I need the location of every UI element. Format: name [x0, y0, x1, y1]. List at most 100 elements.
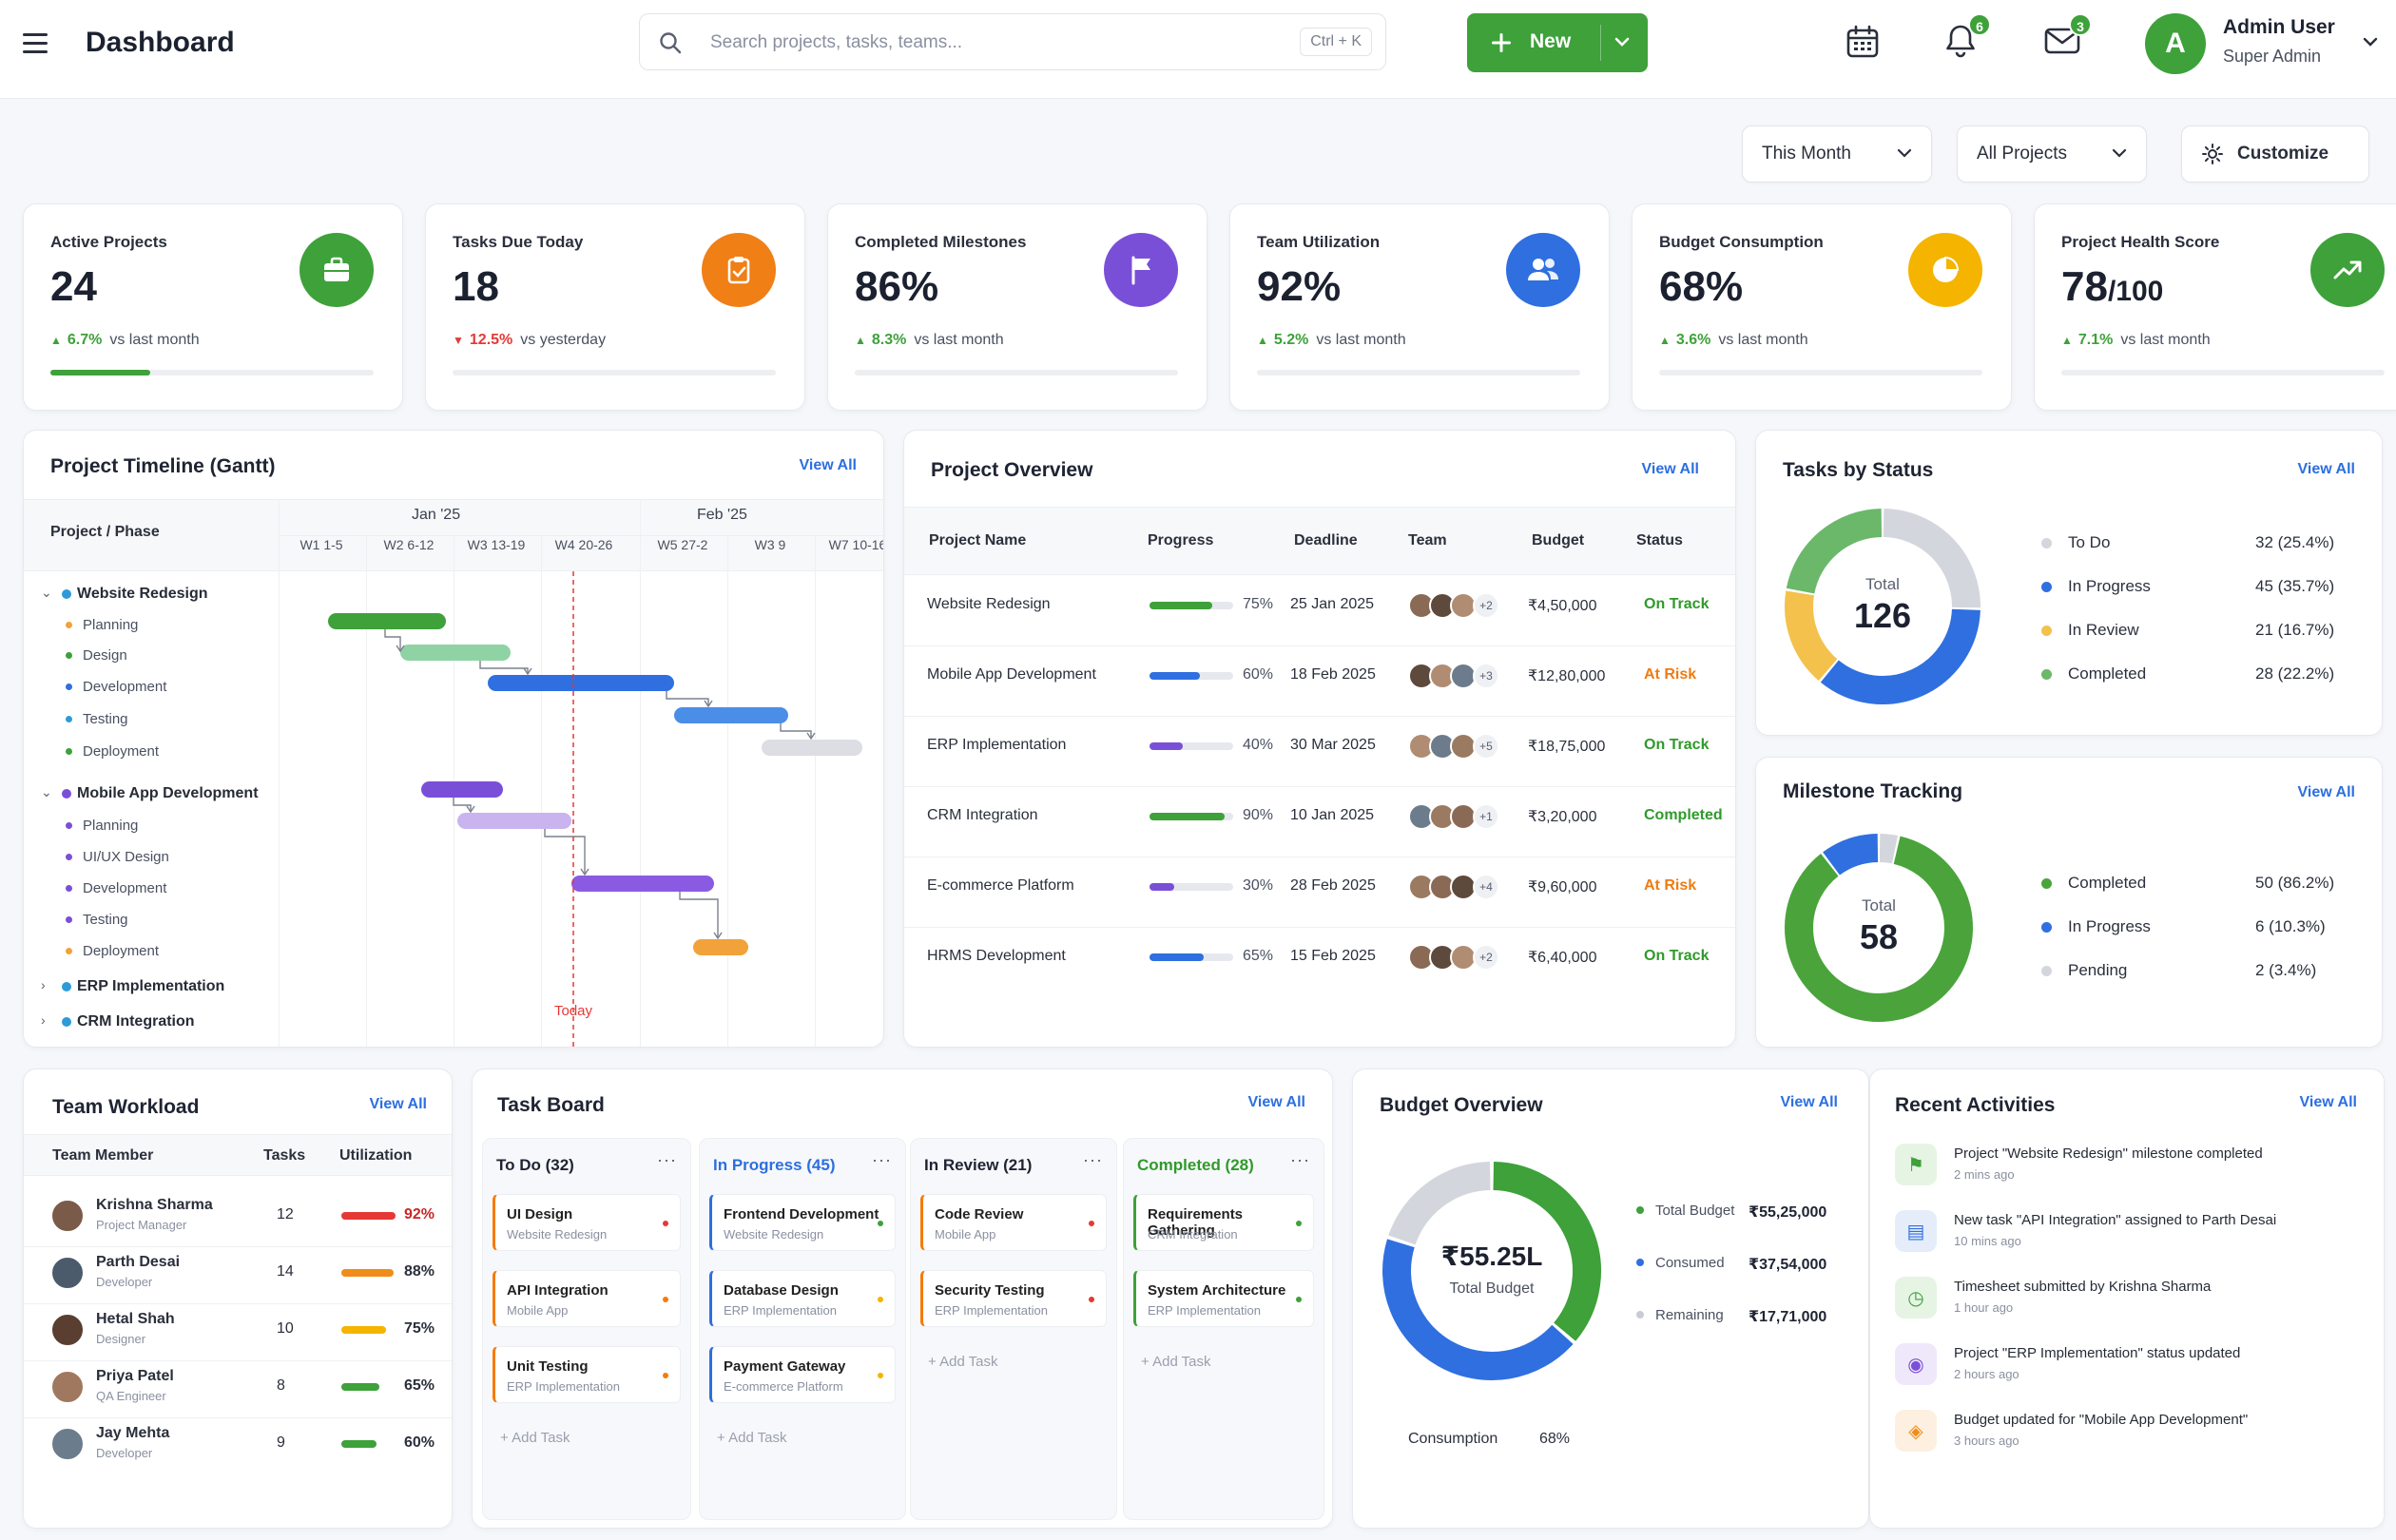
utilization-label: 65% — [404, 1377, 435, 1395]
activity-text[interactable]: Timesheet submitted by Krishna Sharma — [1954, 1279, 2211, 1295]
task-card[interactable]: Security Testing ERP Implementation — [920, 1270, 1107, 1327]
add-task-button[interactable]: + Add Task — [717, 1430, 787, 1446]
task-column-title[interactable]: To Do (32) — [496, 1156, 574, 1175]
search-input[interactable]: Search projects, tasks, teams... — [710, 32, 962, 53]
priority-dot — [1089, 1221, 1094, 1226]
kpi-card[interactable]: Project Health Score 78/100 ▲ 7.1% vs last m… — [2034, 203, 2396, 411]
project-name[interactable]: CRM Integration — [927, 807, 1038, 824]
task-card[interactable]: System Architecture ERP Implementation — [1133, 1270, 1314, 1327]
menu-icon[interactable] — [23, 32, 49, 53]
task-column-title[interactable]: Completed (28) — [1137, 1156, 1254, 1175]
project-budget: ₹4,50,000 — [1528, 596, 1596, 615]
kpi-card[interactable]: Completed Milestones 86% ▲ 8.3% vs last mont… — [827, 203, 1208, 411]
more-options-icon[interactable]: ··· — [872, 1150, 892, 1170]
gantt-bar — [488, 675, 674, 691]
utilization-bar — [341, 1269, 400, 1277]
task-card[interactable]: Payment Gateway E-commerce Platform — [709, 1346, 896, 1403]
user-menu-chevron-icon[interactable] — [2362, 36, 2379, 49]
project-name[interactable]: Mobile App Development — [927, 666, 1096, 683]
overview-column-header: Deadline — [1294, 532, 1358, 549]
workload-column-header: Utilization — [339, 1147, 412, 1165]
add-task-button[interactable]: + Add Task — [1141, 1354, 1211, 1370]
project-name[interactable]: HRMS Development — [927, 948, 1066, 965]
activity-text[interactable]: New task "API Integration" assigned to P… — [1954, 1212, 2276, 1228]
task-project: Mobile App — [507, 1303, 568, 1318]
calendar-icon[interactable] — [1845, 25, 1880, 59]
chevron-down-icon[interactable] — [1613, 36, 1631, 49]
kpi-card[interactable]: Tasks Due Today 18 ▼ 12.5% vs yesterday — [425, 203, 805, 411]
task-card[interactable]: API Integration Mobile App — [493, 1270, 681, 1327]
kpi-progress-bar — [50, 370, 374, 375]
activities-view-all[interactable]: View All — [2300, 1094, 2357, 1111]
member-role: Project Manager — [96, 1218, 186, 1232]
activity-text[interactable]: Budget updated for "Mobile App Developme… — [1954, 1412, 2248, 1428]
activity-text[interactable]: Project "ERP Implementation" status upda… — [1954, 1345, 2240, 1361]
legend-label: Remaining — [1655, 1307, 1724, 1323]
customize-button[interactable]: Customize — [2181, 125, 2369, 183]
task-card[interactable]: Requirements Gathering CRM Integration — [1133, 1194, 1314, 1251]
today-label: Today — [554, 1003, 592, 1019]
member-name[interactable]: Parth Desai — [96, 1254, 180, 1271]
add-task-button[interactable]: + Add Task — [928, 1354, 998, 1370]
member-name[interactable]: Priya Patel — [96, 1368, 174, 1385]
task-column: To Do (32) ··· UI Design Website Redesign AP… — [482, 1138, 691, 1520]
project-progress-bar — [1150, 883, 1233, 891]
task-card[interactable]: Frontend Development Website Redesign — [709, 1194, 896, 1251]
legend-label: Consumed — [1655, 1255, 1725, 1271]
task-card[interactable]: Database Design ERP Implementation — [709, 1270, 896, 1327]
member-name[interactable]: Jay Mehta — [96, 1425, 169, 1442]
budget-card: Budget Overview View All ₹55.25L Total B… — [1352, 1068, 1869, 1529]
kpi-value: 24 — [50, 263, 97, 311]
budget-view-all[interactable]: View All — [1781, 1094, 1838, 1111]
recent-activities-card: Recent Activities View All ⚑ Project "Web… — [1869, 1068, 2385, 1529]
period-filter-label: This Month — [1762, 144, 1851, 164]
workload-column-header: Tasks — [263, 1147, 305, 1165]
tasks-status-title: Tasks by Status — [1783, 459, 1933, 482]
briefcase-icon — [300, 233, 374, 307]
add-task-button[interactable]: + Add Task — [500, 1430, 570, 1446]
kpi-card[interactable]: Budget Consumption 68% ▲ 3.6% vs last month — [1632, 203, 2012, 411]
more-options-icon[interactable]: ··· — [1083, 1150, 1103, 1170]
member-tasks: 10 — [277, 1320, 294, 1338]
clipboard-icon — [702, 233, 776, 307]
member-tasks: 12 — [277, 1206, 294, 1223]
workload-view-all[interactable]: View All — [370, 1096, 427, 1113]
project-name[interactable]: Website Redesign — [927, 596, 1051, 613]
task-card[interactable]: Unit Testing ERP Implementation — [493, 1346, 681, 1403]
task-card[interactable]: UI Design Website Redesign — [493, 1194, 681, 1251]
period-filter[interactable]: This Month — [1742, 125, 1932, 183]
tasks-status-view-all[interactable]: View All — [2298, 461, 2355, 478]
overview-view-all[interactable]: View All — [1642, 461, 1699, 478]
status-icon: ◉ — [1895, 1343, 1937, 1385]
project-name[interactable]: E-commerce Platform — [927, 877, 1074, 895]
team-more-count: +2 — [1473, 944, 1499, 971]
projects-filter[interactable]: All Projects — [1957, 125, 2147, 183]
utilization-bar — [341, 1383, 400, 1391]
trend-up-arrow-icon: ▲ — [855, 334, 866, 347]
kpi-card[interactable]: Team Utilization 92% ▲ 5.2% vs last month — [1229, 203, 1610, 411]
legend-value: 28 (22.2%) — [2255, 664, 2334, 683]
legend-value: 32 (25.4%) — [2255, 533, 2334, 552]
legend-value: ₹55,25,000 — [1749, 1203, 1826, 1222]
task-card[interactable]: Code Review Mobile App — [920, 1194, 1107, 1251]
project-name[interactable]: ERP Implementation — [927, 737, 1066, 754]
search-box[interactable]: Search projects, tasks, teams... Ctrl + … — [639, 13, 1386, 70]
new-button[interactable]: New — [1467, 13, 1648, 72]
gantt-bar — [421, 781, 503, 798]
utilization-label: 88% — [404, 1263, 435, 1280]
kpi-progress-bar — [855, 370, 1178, 375]
legend-label: In Progress — [2068, 917, 2151, 936]
member-name[interactable]: Hetal Shah — [96, 1311, 175, 1328]
activity-text[interactable]: Project "Website Redesign" milestone com… — [1954, 1145, 2263, 1162]
more-options-icon[interactable]: ··· — [657, 1150, 677, 1170]
utilization-bar — [341, 1440, 400, 1448]
task-column-title[interactable]: In Progress (45) — [713, 1156, 836, 1175]
kpi-trend-text: vs last month — [2120, 332, 2210, 348]
kpi-card[interactable]: Active Projects 24 ▲ 6.7% vs last month — [23, 203, 403, 411]
taskboard-view-all[interactable]: View All — [1248, 1094, 1305, 1111]
milestone-view-all[interactable]: View All — [2298, 784, 2355, 801]
task-column-title[interactable]: In Review (21) — [924, 1156, 1032, 1175]
member-name[interactable]: Krishna Sharma — [96, 1197, 213, 1214]
avatar[interactable]: A — [2145, 13, 2206, 74]
more-options-icon[interactable]: ··· — [1290, 1150, 1310, 1170]
